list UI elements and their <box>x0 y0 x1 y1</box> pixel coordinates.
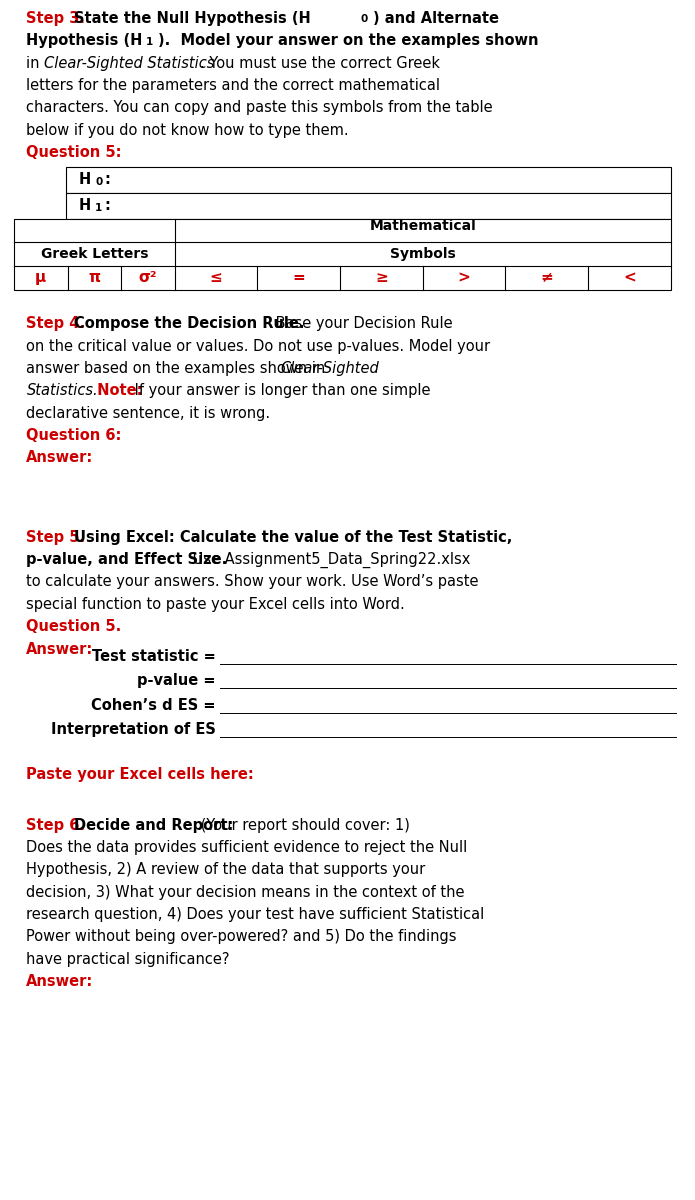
Text: Question 5.: Question 5. <box>26 619 122 635</box>
Text: μ: μ <box>35 270 47 286</box>
Text: Step 3.: Step 3. <box>26 11 85 25</box>
Text: :: : <box>104 173 110 187</box>
Text: Greek Letters: Greek Letters <box>40 247 148 262</box>
Text: π: π <box>88 270 100 286</box>
Text: Does the data provides sufficient evidence to reject the Null: Does the data provides sufficient eviden… <box>26 840 468 854</box>
Text: special function to paste your Excel cells into Word.: special function to paste your Excel cel… <box>26 596 405 612</box>
Text: Hypothesis, 2) A review of the data that supports your: Hypothesis, 2) A review of the data that… <box>26 863 425 877</box>
Text: Decide and Report:: Decide and Report: <box>74 817 233 833</box>
Text: Step 6.: Step 6. <box>26 817 85 833</box>
Text: on the critical value or values. Do not use p-values. Model your: on the critical value or values. Do not … <box>26 338 491 354</box>
Text: 1: 1 <box>146 37 153 47</box>
Text: State the Null Hypothesis (H: State the Null Hypothesis (H <box>74 11 311 25</box>
Text: research question, 4) Does your test have sufficient Statistical: research question, 4) Does your test hav… <box>26 907 484 922</box>
Text: p-value, and Effect Size.: p-value, and Effect Size. <box>26 552 228 568</box>
Text: Answer:: Answer: <box>26 974 94 989</box>
Text: <: < <box>623 270 636 286</box>
Text: Statistics.: Statistics. <box>26 383 98 398</box>
Text: Symbols: Symbols <box>390 247 456 262</box>
Text: :: : <box>104 198 110 212</box>
Bar <box>66 168 671 193</box>
Bar <box>66 193 671 218</box>
Text: Question 6:: Question 6: <box>26 428 122 443</box>
Text: Cohen’s d ES =: Cohen’s d ES = <box>91 697 215 713</box>
Text: H: H <box>79 173 91 187</box>
Text: Clear-Sighted: Clear-Sighted <box>281 361 379 376</box>
Text: p-value =: p-value = <box>137 673 215 689</box>
Text: Hypothesis (H: Hypothesis (H <box>26 34 142 48</box>
Text: Question 5:: Question 5: <box>26 145 122 160</box>
Text: 1: 1 <box>95 203 102 212</box>
Text: Compose the Decision Rule.: Compose the Decision Rule. <box>74 317 304 331</box>
Text: (Your report should cover: 1): (Your report should cover: 1) <box>196 817 410 833</box>
Text: Clear-Sighted Statistics: Clear-Sighted Statistics <box>44 55 214 71</box>
Text: Paste your Excel cells here:: Paste your Excel cells here: <box>26 767 254 781</box>
Text: If your answer is longer than one simple: If your answer is longer than one simple <box>130 383 430 398</box>
Text: decision, 3) What your decision means in the context of the: decision, 3) What your decision means in… <box>26 884 465 900</box>
Text: to calculate your answers. Show your work. Use Word’s paste: to calculate your answers. Show your wor… <box>26 575 479 589</box>
Text: Base your Decision Rule: Base your Decision Rule <box>271 317 452 331</box>
Bar <box>14 218 671 289</box>
Text: H: H <box>79 198 91 212</box>
Text: ≥: ≥ <box>375 270 388 286</box>
Text: Power without being over-powered? and 5) Do the findings: Power without being over-powered? and 5)… <box>26 930 457 944</box>
Text: Step 4.: Step 4. <box>26 317 85 331</box>
Text: Mathematical: Mathematical <box>369 218 476 233</box>
Text: Use Assignment5_Data_Spring22.xlsx: Use Assignment5_Data_Spring22.xlsx <box>188 552 471 569</box>
Text: . You must use the correct Greek: . You must use the correct Greek <box>200 55 440 71</box>
Text: Answer:: Answer: <box>26 450 94 466</box>
Text: ≤: ≤ <box>210 270 222 286</box>
Text: ) and Alternate: ) and Alternate <box>373 11 498 25</box>
Text: Step 5.: Step 5. <box>26 529 85 545</box>
Text: Answer:: Answer: <box>26 642 94 656</box>
Text: =: = <box>293 270 305 286</box>
Text: ).  Model your answer on the examples shown: ). Model your answer on the examples sho… <box>158 34 538 48</box>
Text: Note:: Note: <box>92 383 142 398</box>
Text: σ²: σ² <box>139 270 157 286</box>
Text: letters for the parameters and the correct mathematical: letters for the parameters and the corre… <box>26 78 441 92</box>
Text: below if you do not know how to type them.: below if you do not know how to type the… <box>26 122 349 138</box>
Text: characters. You can copy and paste this symbols from the table: characters. You can copy and paste this … <box>26 101 493 115</box>
Text: Using Excel: Calculate the value of the Test Statistic,: Using Excel: Calculate the value of the … <box>74 529 512 545</box>
Text: >: > <box>458 270 471 286</box>
Text: declarative sentence, it is wrong.: declarative sentence, it is wrong. <box>26 406 270 421</box>
Text: ≠: ≠ <box>540 270 553 286</box>
Text: 0: 0 <box>361 14 368 24</box>
Text: Interpretation of ES: Interpretation of ES <box>51 721 215 737</box>
Text: Test statistic =: Test statistic = <box>92 649 215 664</box>
Text: have practical significance?: have practical significance? <box>26 952 230 967</box>
Text: 0: 0 <box>95 178 102 187</box>
Text: in: in <box>26 55 44 71</box>
Text: answer based on the examples shown in: answer based on the examples shown in <box>26 361 330 376</box>
